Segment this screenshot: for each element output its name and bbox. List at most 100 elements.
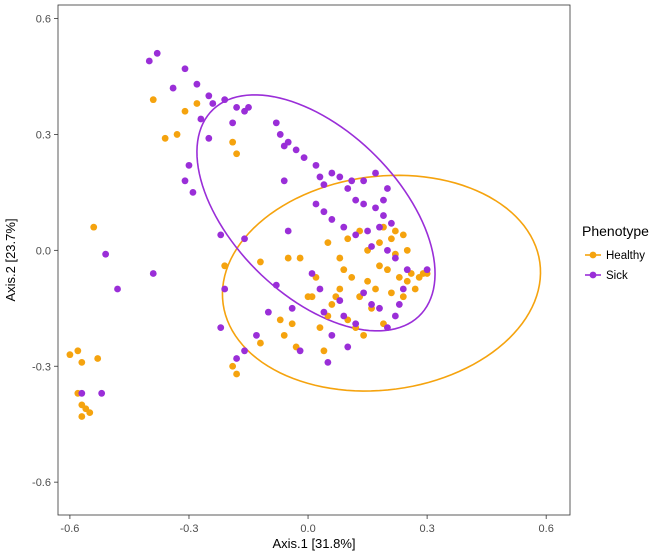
x-tick-label: 0.3 [419,523,434,535]
point-sick [181,65,189,73]
point-healthy [336,254,344,262]
point-healthy [173,131,181,138]
point-sick [78,389,86,397]
point-healthy [348,273,356,281]
point-healthy [388,289,395,297]
point-sick [395,301,403,308]
point-healthy [257,258,264,266]
point-sick [328,169,336,177]
point-sick [276,131,284,138]
point-healthy [391,227,399,235]
point-healthy [316,324,324,332]
x-tick-label: 0.0 [300,523,315,535]
point-sick [391,312,399,320]
point-sick [344,343,352,351]
point-sick [340,223,348,231]
y-tick-label: -0.3 [32,361,51,373]
plot-panel [57,4,571,516]
point-sick [312,161,320,169]
point-healthy [320,347,328,355]
point-sick [348,177,356,185]
point-sick [360,289,368,297]
point-sick [360,177,368,185]
point-healthy [344,235,352,243]
point-healthy [233,370,241,378]
legend-key-point [589,271,597,279]
point-healthy [336,285,344,293]
point-healthy [284,254,292,262]
point-sick [316,173,324,181]
point-sick [292,146,300,154]
x-tick-label: -0.3 [179,523,198,535]
point-sick [376,223,383,231]
point-sick [145,57,153,65]
point-sick [352,196,360,204]
y-tick-label: -0.6 [32,477,51,489]
point-sick [388,219,395,227]
ellipse-healthy [221,174,542,392]
point-sick [384,246,391,254]
point-sick [217,231,225,239]
point-sick [360,200,368,208]
point-sick [320,181,328,189]
point-healthy [388,235,395,243]
point-sick [391,254,399,262]
point-sick [320,208,328,216]
point-sick [328,216,336,223]
point-healthy [308,293,316,301]
point-sick [241,235,248,243]
point-sick [312,200,320,208]
point-sick [229,119,237,127]
point-sick [280,177,288,185]
point-sick [384,324,391,332]
point-sick [217,324,225,332]
point-sick [372,169,379,177]
y-tick-label: 0.6 [36,14,51,26]
point-sick [264,308,272,316]
point-healthy [376,239,383,247]
point-healthy [90,223,98,231]
point-sick [336,173,344,181]
point-healthy [376,262,383,270]
point-sick [308,270,316,277]
point-healthy [403,246,411,254]
point-healthy [221,262,229,270]
point-sick [380,212,387,219]
point-sick [368,243,375,250]
point-sick [403,266,411,274]
point-healthy [78,358,86,366]
point-healthy [86,409,94,417]
point-healthy [280,331,288,339]
x-axis-title: Axis.1 [31.8%] [272,536,355,551]
point-sick [368,301,375,308]
point-sick [372,204,379,212]
point-sick [272,119,280,127]
y-tick-label: 0.3 [36,129,51,141]
point-sick [284,227,292,235]
point-healthy [324,239,332,247]
point-sick [169,84,177,92]
point-sick [209,100,217,107]
data-points [66,49,431,420]
point-sick [380,196,387,204]
point-sick [324,358,332,366]
point-healthy [360,331,368,339]
point-healthy [193,100,201,107]
point-sick [181,177,189,185]
point-sick [352,231,360,239]
legend-label-sick: Sick [606,270,628,282]
point-sick [376,304,383,312]
point-sick [253,331,260,339]
legend-title: Phenotype [582,223,649,239]
y-axis-title: Axis.2 [23.7%] [3,218,18,301]
point-sick [336,297,344,304]
point-healthy [328,301,336,308]
point-sick [102,250,110,258]
point-sick [233,355,241,362]
x-tick-label: -0.6 [60,523,79,535]
point-healthy [233,150,241,158]
point-sick [272,281,280,289]
y-axis-ticks: -0.6 -0.3 0.0 0.3 0.6 [32,14,58,489]
point-healthy [149,96,157,104]
